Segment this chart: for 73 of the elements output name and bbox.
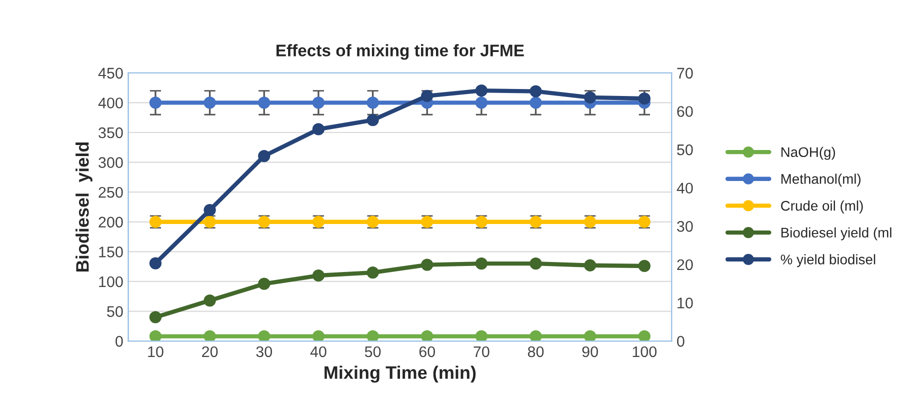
x-tick-label: 70 xyxy=(474,346,490,358)
point xyxy=(258,150,270,162)
point xyxy=(366,114,379,126)
x-tick-label: 100 xyxy=(632,346,657,358)
point xyxy=(638,92,650,105)
point xyxy=(258,278,270,290)
x-tick-label: 20 xyxy=(202,346,218,358)
y2-tick-label: 10 xyxy=(678,298,693,308)
x-tick-label: 30 xyxy=(256,346,272,358)
point xyxy=(475,258,488,270)
point xyxy=(366,266,379,279)
y-tick-label: 150 xyxy=(99,246,123,258)
legend-label: NaOH(g) xyxy=(781,146,836,160)
point xyxy=(204,330,216,342)
point xyxy=(149,257,162,270)
point xyxy=(584,330,596,342)
y-tick-label: 50 xyxy=(107,306,123,317)
point xyxy=(530,85,542,98)
point xyxy=(204,204,216,216)
legend-label: % yield biodisel xyxy=(780,254,876,268)
point xyxy=(638,330,650,342)
point xyxy=(366,96,379,109)
point xyxy=(475,330,488,342)
point xyxy=(421,90,434,102)
point xyxy=(312,269,325,282)
point xyxy=(204,294,216,307)
point xyxy=(258,96,270,109)
y2-tick-label: 0 xyxy=(677,336,684,347)
point xyxy=(312,123,325,136)
x-tick-label: 40 xyxy=(310,346,326,358)
legend-label: Biodiesel yield (ml xyxy=(781,227,892,240)
point xyxy=(312,96,325,109)
y2-tick-label: 40 xyxy=(676,182,693,194)
y-tick-label: 300 xyxy=(98,157,123,168)
point xyxy=(149,330,162,342)
x-tick-label: 60 xyxy=(419,346,436,358)
point xyxy=(638,260,650,272)
y-tick-label: 250 xyxy=(98,186,123,198)
point xyxy=(475,84,488,97)
point xyxy=(149,96,162,109)
y-tick-label: 200 xyxy=(98,216,123,228)
y2-tick-label: 30 xyxy=(677,221,693,232)
legend-label: Methanol(ml) xyxy=(781,174,860,187)
point xyxy=(584,91,596,104)
point xyxy=(204,96,216,109)
chart-title: Effects of mixing time for JFME xyxy=(276,44,524,60)
legend-label: Crude oil (ml) xyxy=(781,200,863,214)
x-axis-title: Mixing Time (min) xyxy=(324,366,476,383)
point xyxy=(258,330,270,342)
x-tick-label: 80 xyxy=(528,346,544,358)
point xyxy=(530,330,542,342)
point xyxy=(312,330,325,342)
y-tick-label: 350 xyxy=(98,127,123,138)
y2-tick-label: 70 xyxy=(677,68,693,79)
point xyxy=(530,258,542,270)
y2-tick-label: 20 xyxy=(677,259,693,270)
y-tick-label: 100 xyxy=(99,276,123,288)
point xyxy=(366,330,379,342)
y2-tick-label: 60 xyxy=(677,106,693,117)
y-axis-title: Biodiesel yield xyxy=(76,142,92,272)
point xyxy=(149,311,162,324)
point xyxy=(421,330,434,342)
y-tick-label: 450 xyxy=(98,68,123,79)
point xyxy=(584,259,596,272)
y-tick-label: 400 xyxy=(98,98,123,108)
y2-tick-label: 50 xyxy=(677,144,693,156)
x-tick-label: 10 xyxy=(148,346,164,358)
x-tick-label: 90 xyxy=(582,346,598,358)
point xyxy=(530,96,542,109)
y-tick-label: 0 xyxy=(116,336,123,347)
point xyxy=(421,258,434,271)
x-tick-label: 50 xyxy=(364,346,381,358)
point xyxy=(475,96,488,109)
